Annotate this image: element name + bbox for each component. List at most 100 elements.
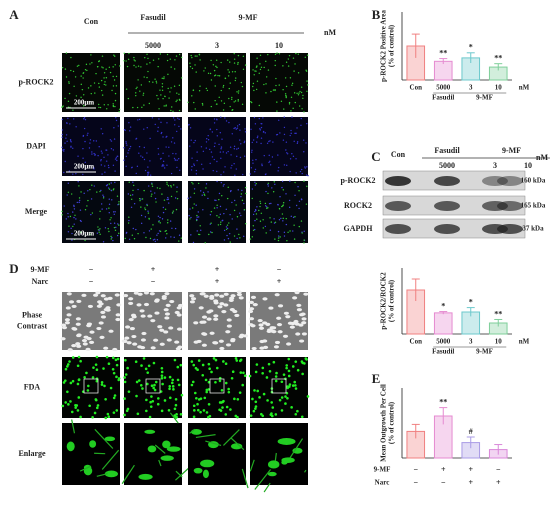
cell (105, 77, 108, 79)
cell (177, 117, 179, 119)
cell (61, 136, 63, 138)
cell (76, 299, 82, 304)
image-bg (250, 117, 308, 176)
cell (91, 212, 94, 214)
cell (256, 65, 258, 67)
cell (83, 94, 85, 96)
cell (263, 83, 265, 86)
cell (140, 222, 143, 225)
image-bg (62, 181, 120, 243)
cell (111, 199, 113, 201)
cell (67, 403, 70, 406)
cell (252, 162, 254, 164)
cell (223, 292, 229, 296)
cell (148, 81, 151, 83)
cell (100, 189, 102, 192)
cell (100, 164, 103, 166)
cell (164, 292, 170, 296)
cell (218, 75, 221, 77)
cell (256, 136, 259, 139)
cell (240, 143, 242, 145)
cell (206, 89, 209, 92)
label: 9-MF (502, 146, 521, 155)
cell (298, 190, 300, 192)
cell (178, 109, 181, 112)
cell (179, 363, 183, 367)
cell (226, 224, 229, 226)
cell (125, 325, 131, 329)
cell (64, 160, 66, 163)
cell (189, 294, 195, 298)
cell (62, 149, 64, 151)
cell (85, 371, 88, 375)
cell (135, 66, 137, 68)
cell (152, 239, 155, 241)
cell (91, 415, 94, 419)
cell (152, 361, 156, 365)
cell (115, 116, 117, 119)
cell (213, 122, 216, 124)
cell (170, 236, 172, 238)
cell (137, 232, 139, 235)
cell (159, 53, 162, 55)
cell (273, 181, 275, 183)
cell (72, 70, 75, 73)
cell (265, 60, 267, 63)
cell (113, 394, 117, 397)
label: D (9, 261, 18, 276)
cell (206, 138, 208, 140)
cell (262, 392, 266, 396)
cell (150, 228, 152, 230)
cell (268, 161, 270, 164)
cell (157, 98, 159, 100)
cell (166, 222, 169, 224)
cell (99, 210, 101, 213)
micrograph (188, 357, 247, 419)
cell (91, 376, 95, 379)
cell (78, 201, 80, 204)
cell (187, 101, 189, 104)
cell (193, 192, 196, 195)
cell (306, 122, 308, 125)
blot-band (385, 224, 411, 234)
cell (231, 109, 233, 111)
cell (61, 106, 63, 108)
cell (176, 166, 178, 169)
cell (289, 325, 295, 329)
cell (278, 53, 281, 55)
cell (261, 164, 263, 167)
cell (203, 193, 205, 195)
cell (71, 343, 77, 348)
cell (294, 101, 296, 104)
cell (123, 413, 126, 417)
cell (193, 101, 195, 104)
cell (158, 230, 161, 232)
cell (154, 240, 157, 243)
cell (251, 188, 254, 190)
cell (210, 59, 212, 62)
cell (152, 224, 154, 226)
cell (287, 65, 290, 67)
cell (282, 217, 284, 220)
cell (201, 315, 208, 319)
cell (239, 237, 241, 239)
cell (69, 123, 71, 125)
cell (214, 380, 217, 384)
cell (281, 213, 284, 215)
cell (274, 221, 277, 223)
cell (215, 59, 218, 61)
cell (168, 375, 172, 379)
cell (68, 92, 71, 95)
cell (221, 309, 227, 314)
cell (147, 445, 157, 453)
cell (213, 317, 219, 321)
cell (112, 189, 115, 191)
cell (259, 202, 262, 205)
cell (281, 180, 284, 183)
neurite (175, 466, 191, 481)
cell (202, 191, 205, 194)
cell (136, 165, 139, 168)
cell (264, 173, 267, 176)
cell (87, 304, 93, 309)
cell (164, 316, 170, 320)
